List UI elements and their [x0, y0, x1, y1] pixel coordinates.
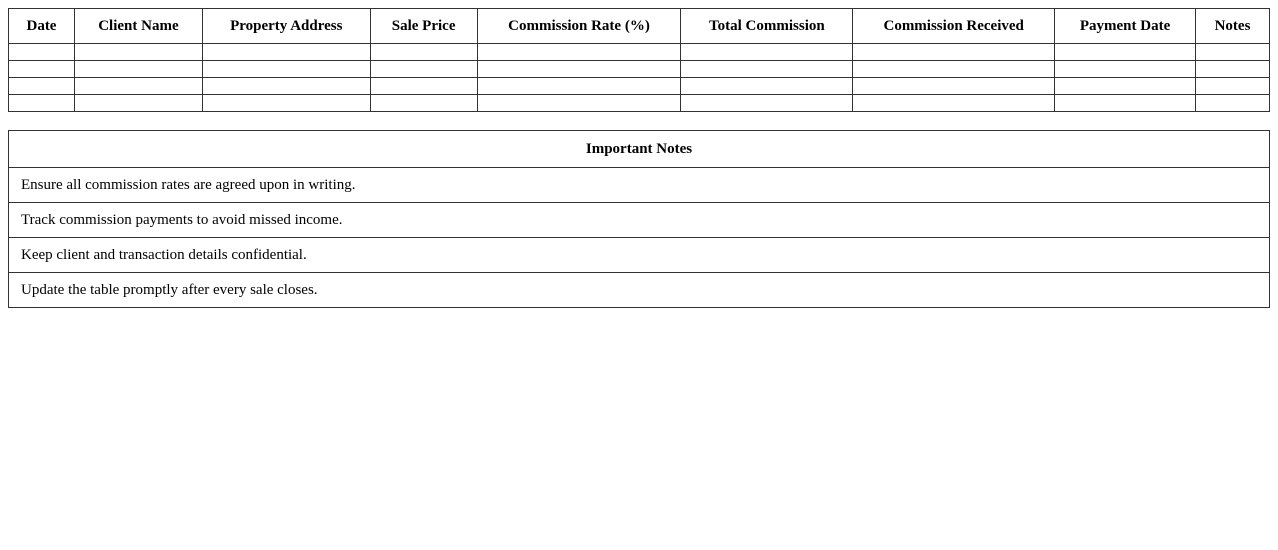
notes-header-row: Important Notes [8, 130, 1270, 168]
table-cell[interactable] [852, 43, 1056, 61]
table-cell[interactable] [680, 77, 854, 95]
table-cell[interactable] [201, 43, 371, 61]
table-cell[interactable] [1054, 77, 1196, 95]
note-row: Ensure all commission rates are agreed u… [8, 167, 1270, 203]
table-cell[interactable] [369, 60, 478, 78]
table-cell[interactable] [852, 60, 1056, 78]
important-notes-table: Important Notes Ensure all commission ra… [8, 130, 1270, 308]
table-cell[interactable] [1195, 43, 1270, 61]
table-row [8, 94, 1270, 112]
column-header-sale-price: Sale Price [369, 8, 478, 44]
table-cell[interactable] [1054, 60, 1196, 78]
table-cell[interactable] [369, 77, 478, 95]
column-header-commission-rate: Commission Rate (%) [476, 8, 682, 44]
column-header-commission-received: Commission Received [852, 8, 1056, 44]
column-header-date: Date [8, 8, 75, 44]
table-cell[interactable] [369, 94, 478, 112]
note-item: Track commission payments to avoid misse… [8, 202, 1270, 238]
table-cell[interactable] [73, 43, 203, 61]
table-row [8, 60, 1270, 78]
table-cell[interactable] [73, 94, 203, 112]
table-cell[interactable] [73, 77, 203, 95]
column-header-notes: Notes [1195, 8, 1270, 44]
table-header-row: Date Client Name Property Address Sale Pric… [8, 8, 1270, 44]
table-cell[interactable] [680, 60, 854, 78]
table-cell[interactable] [680, 94, 854, 112]
table-cell[interactable] [1195, 94, 1270, 112]
note-row: Keep client and transaction details conf… [8, 237, 1270, 273]
table-cell[interactable] [8, 60, 75, 78]
table-cell[interactable] [852, 94, 1056, 112]
table-cell[interactable] [8, 43, 75, 61]
table-cell[interactable] [1195, 60, 1270, 78]
column-header-total-commission: Total Commission [680, 8, 854, 44]
note-item: Update the table promptly after every sa… [8, 272, 1270, 308]
table-cell[interactable] [201, 60, 371, 78]
table-cell[interactable] [201, 94, 371, 112]
table-cell[interactable] [73, 60, 203, 78]
note-item: Keep client and transaction details conf… [8, 237, 1270, 273]
table-cell[interactable] [476, 94, 682, 112]
note-row: Track commission payments to avoid misse… [8, 202, 1270, 238]
column-header-payment-date: Payment Date [1054, 8, 1196, 44]
table-cell[interactable] [1054, 43, 1196, 61]
table-cell[interactable] [369, 43, 478, 61]
table-cell[interactable] [1054, 94, 1196, 112]
table-cell[interactable] [8, 94, 75, 112]
notes-title: Important Notes [8, 130, 1270, 168]
column-header-client-name: Client Name [73, 8, 203, 44]
table-cell[interactable] [476, 60, 682, 78]
table-cell[interactable] [476, 43, 682, 61]
commission-table: Date Client Name Property Address Sale Pric… [8, 8, 1270, 112]
column-header-property-address: Property Address [201, 8, 371, 44]
table-cell[interactable] [201, 77, 371, 95]
table-cell[interactable] [852, 77, 1056, 95]
note-row: Update the table promptly after every sa… [8, 272, 1270, 308]
table-cell[interactable] [680, 43, 854, 61]
table-row [8, 43, 1270, 61]
table-cell[interactable] [1195, 77, 1270, 95]
table-row [8, 77, 1270, 95]
note-item: Ensure all commission rates are agreed u… [8, 167, 1270, 203]
table-cell[interactable] [8, 77, 75, 95]
table-cell[interactable] [476, 77, 682, 95]
